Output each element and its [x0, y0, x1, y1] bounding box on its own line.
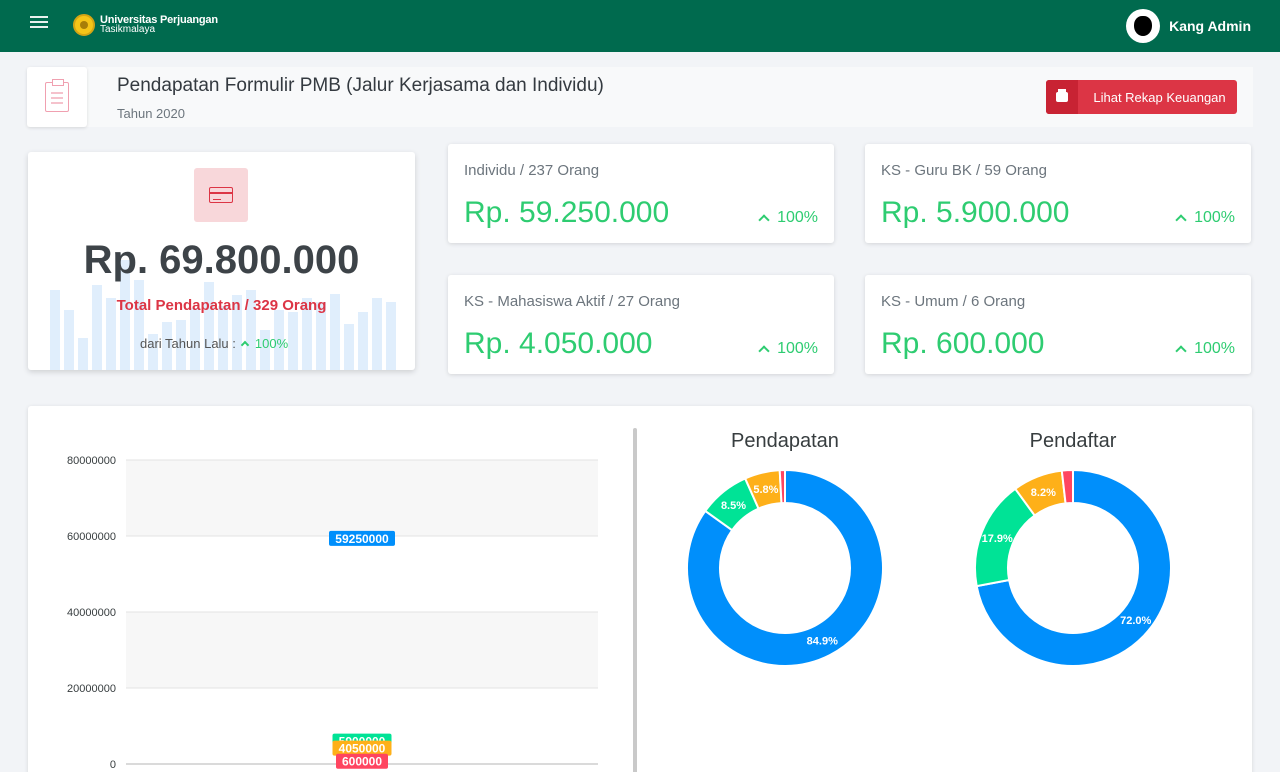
stat-title: Individu / 237 Orang	[464, 162, 600, 179]
stat-value: Rp. 4.050.000	[464, 327, 653, 360]
print-icon	[1046, 80, 1078, 114]
stat-card-umum: KS - Umum / 6 Orang Rp. 600.000 100%	[865, 275, 1251, 374]
grid-band	[126, 536, 598, 612]
credit-card-icon	[209, 187, 233, 203]
data-label: 59250000	[335, 532, 389, 546]
data-label-bg	[332, 740, 392, 756]
total-revenue-card: Rp. 69.800.000 Total Pendapatan / 329 Or…	[28, 152, 415, 370]
grid-band	[126, 612, 598, 688]
arrow-up-icon	[1175, 214, 1187, 226]
logo-line1: Universitas Perjuangan	[100, 14, 218, 26]
background-bars	[50, 245, 396, 370]
stat-card-guru-bk: KS - Guru BK / 59 Orang Rp. 5.900.000 10…	[865, 144, 1251, 243]
total-amount: Rp. 69.800.000	[83, 238, 360, 282]
stat-value: Rp. 5.900.000	[881, 196, 1070, 229]
grid-band	[126, 460, 598, 536]
slice-label: 72.0%	[1120, 615, 1151, 627]
pendaftar-donut-chart: Pendaftar 72.0% 17.9% 8.2%	[974, 430, 1172, 667]
clipboard-icon	[45, 79, 69, 112]
total-label: Total Pendapatan / 329 Orang	[116, 297, 327, 314]
donut-slice	[1060, 468, 1074, 505]
header-icon-box	[27, 67, 87, 127]
page-subtitle: Tahun 2020	[117, 106, 185, 121]
arrow-up-icon	[1175, 345, 1187, 357]
credit-card-icon-box	[194, 168, 248, 222]
page-title: Pendapatan Formulir PMB (Jalur Kerjasama…	[117, 75, 604, 96]
stat-card-mahasiswa-aktif: KS - Mahasiswa Aktif / 27 Orang Rp. 4.05…	[448, 275, 834, 374]
stat-pct: 100%	[777, 340, 818, 357]
data-label-bg	[329, 530, 395, 546]
arrow-up-icon	[758, 214, 770, 226]
top-navbar: Universitas Perjuangan Tasikmalaya Kang …	[0, 0, 1280, 52]
stat-card-individu: Individu / 237 Orang Rp. 59.250.000 100%	[448, 144, 834, 243]
menu-icon[interactable]	[30, 16, 48, 30]
chart-title: Pendapatan	[731, 430, 839, 452]
y-tick-label: 80000000	[67, 455, 116, 467]
panel-divider	[633, 428, 637, 772]
logo-line2: Tasikmalaya	[100, 24, 156, 35]
y-tick-label: 0	[110, 759, 116, 771]
chart-panel: 80000000 60000000 40000000 20000000 0 5925000…	[28, 406, 1252, 772]
university-seal-icon	[73, 14, 95, 36]
total-footer: dari Tahun Lalu : 100%	[140, 336, 288, 351]
line-chart: 80000000 60000000 40000000 20000000 0 5925000…	[67, 455, 598, 771]
stat-pct: 100%	[1194, 340, 1235, 357]
apple-icon	[1134, 16, 1153, 36]
chart-title: Pendaftar	[1030, 430, 1117, 452]
user-name[interactable]: Kang Admin	[1169, 18, 1251, 34]
total-footer-text: dari Tahun Lalu :	[140, 336, 236, 351]
stat-title: KS - Umum / 6 Orang	[881, 293, 1026, 310]
y-tick-label: 60000000	[67, 531, 116, 543]
user-menu[interactable]: Kang Admin	[1126, 9, 1251, 43]
arrow-up-icon	[758, 345, 770, 357]
slice-label: 8.5%	[721, 500, 746, 512]
y-tick-label: 20000000	[67, 683, 116, 695]
slice-label: 17.9%	[982, 533, 1013, 545]
avatar[interactable]	[1126, 9, 1161, 43]
stat-title: KS - Mahasiswa Aktif / 27 Orang	[464, 293, 680, 310]
lihat-rekap-label: Lihat Rekap Keuangan	[1093, 89, 1226, 105]
donut-slice	[778, 468, 786, 505]
stat-value: Rp. 59.250.000	[464, 196, 670, 229]
arrow-up-icon	[240, 340, 250, 350]
data-label-bg	[336, 753, 388, 769]
y-tick-label: 40000000	[67, 607, 116, 619]
stat-title: KS - Guru BK / 59 Orang	[881, 162, 1047, 179]
donut-slice	[975, 468, 1172, 667]
total-footer-pct: 100%	[254, 336, 289, 351]
brand-logo[interactable]: Universitas Perjuangan Tasikmalaya	[73, 12, 218, 38]
page-header: Pendapatan Formulir PMB (Jalur Kerjasama…	[27, 67, 1253, 127]
slice-label: 8.2%	[1031, 487, 1056, 499]
data-label: 600000	[342, 755, 382, 769]
slice-label: 5.8%	[753, 484, 778, 496]
pendapatan-donut-chart: Pendapatan 84.9% 8.5% 5.8%	[686, 430, 884, 667]
slice-label: 84.9%	[807, 635, 838, 647]
stat-pct: 100%	[1194, 209, 1235, 226]
donut-slice	[686, 468, 884, 667]
stat-pct: 100%	[777, 209, 818, 226]
stat-value: Rp. 600.000	[881, 327, 1045, 360]
data-label: 4050000	[339, 742, 386, 756]
lihat-rekap-button[interactable]: Lihat Rekap Keuangan	[1046, 80, 1237, 114]
